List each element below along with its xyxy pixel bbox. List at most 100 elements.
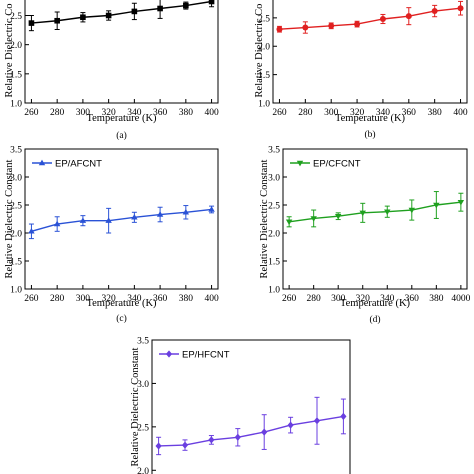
x-tick-label: 280 (307, 294, 322, 304)
legend-label: EP/AFCNT (55, 159, 102, 170)
y-axis-label: Relative Dielectric Constant (4, 159, 15, 278)
x-axis-label: Temperature (K) (335, 113, 406, 124)
x-tick-label: 380 (429, 294, 444, 304)
y-tick-label: 2.5 (268, 202, 280, 212)
y-tick-label: 1.5 (258, 71, 270, 81)
data-point (359, 210, 366, 217)
x-tick-label: 300 (324, 108, 339, 118)
x-tick-label: 4000 (451, 294, 470, 304)
x-tick-label: 360 (153, 294, 168, 304)
x-tick-label: 300 (76, 294, 91, 304)
data-point (379, 16, 386, 22)
data-point (340, 412, 347, 421)
x-tick-label: 360 (402, 108, 417, 118)
series-line (289, 201, 461, 223)
x-tick-label: 260 (272, 108, 287, 118)
x-axis-label: Temperature (K) (340, 298, 411, 309)
data-point (405, 13, 412, 20)
legend-marker (38, 159, 46, 166)
y-tick-label: 2.0 (10, 230, 22, 240)
data-point (105, 217, 112, 223)
plot-frame (24, 0, 219, 104)
y-tick-label: 2.5 (258, 14, 270, 24)
data-point (433, 202, 440, 209)
data-point (457, 199, 465, 206)
data-point (131, 213, 138, 220)
x-tick-label: 380 (179, 294, 194, 304)
data-point (310, 216, 317, 222)
chart-panel-2: 260 280 300 320 340 360 380 400 1.0 1.5 2.0 2.5 Temp… (254, 0, 468, 140)
data-point (302, 24, 309, 31)
data-point (457, 5, 464, 12)
data-point (156, 211, 164, 217)
data-point (313, 417, 321, 425)
x-tick-label: 340 (127, 294, 142, 304)
series-line (158, 415, 344, 447)
y-tick-label: 1.5 (268, 258, 280, 268)
x-tick-label: 340 (127, 108, 142, 118)
data-point (287, 421, 294, 429)
x-tick-label: 260 (282, 294, 297, 304)
data-point (183, 2, 189, 9)
plot-frame (151, 339, 351, 474)
plot-frame (282, 148, 468, 290)
x-tick-label: 280 (50, 294, 65, 304)
x-tick-label: 340 (376, 108, 391, 118)
data-point (431, 8, 438, 15)
y-tick-label: 1.0 (10, 286, 22, 296)
y-tick-label: 3.5 (137, 337, 149, 347)
plot-frame (272, 0, 468, 104)
y-tick-label: 1.5 (10, 70, 22, 80)
data-point (285, 219, 293, 226)
data-point (354, 21, 361, 28)
x-axis-label: Temperature (K) (86, 113, 157, 124)
y-tick-label: 1.0 (258, 100, 270, 110)
y-tick-label: 1.5 (10, 258, 22, 268)
data-point (28, 227, 35, 234)
data-point (234, 433, 241, 441)
legend-marker (296, 160, 304, 167)
data-point (28, 20, 35, 26)
data-point (105, 12, 112, 19)
data-point (54, 17, 60, 24)
y-tick-label: 3.0 (137, 380, 149, 390)
x-tick-label: 400 (204, 294, 219, 304)
y-tick-label: 2.0 (10, 41, 22, 51)
series-line (31, 0, 212, 24)
y-axis-label: Relative Dielectric Constant (259, 159, 270, 278)
data-point (80, 14, 86, 21)
series-line (279, 7, 461, 30)
y-tick-label: 2.5 (10, 202, 22, 212)
x-tick-label: 320 (102, 108, 117, 118)
data-point (157, 5, 163, 12)
data-point (181, 441, 189, 449)
x-tick-label: 360 (153, 108, 168, 118)
data-point (408, 207, 416, 214)
x-tick-label: 340 (380, 294, 395, 304)
data-point (261, 428, 268, 436)
y-tick-label: 1.0 (10, 100, 22, 110)
chart-panel-3: 260 280 300 320 340 360 380 400 1.0 1.5 2.0 2.5 3.0 3… (4, 146, 219, 325)
data-point (208, 0, 215, 5)
x-tick-label: 360 (405, 294, 420, 304)
data-point (328, 22, 335, 29)
y-tick-label: 2.5 (10, 12, 22, 22)
data-point (208, 206, 215, 212)
x-tick-label: 280 (298, 108, 313, 118)
panel-caption: (a) (116, 130, 127, 141)
x-tick-label: 260 (24, 108, 39, 118)
chart-panel-4: 260 280 300 320 340 360 380 4000 1.0 1.5 2.0 2.5 3.0… (259, 146, 471, 326)
y-axis-label: Relative Dielectric Co (4, 4, 15, 98)
legend-label: EP/HFCNT (182, 350, 230, 361)
y-tick-label: 2.0 (137, 467, 149, 474)
data-point (79, 217, 87, 223)
panel-caption: (b) (364, 129, 375, 140)
x-tick-label: 320 (350, 108, 365, 118)
y-tick-label: 3.5 (268, 146, 280, 156)
y-tick-label: 2.0 (268, 230, 280, 240)
y-axis-label: Relative Dielectric Co (254, 4, 265, 98)
data-point (384, 209, 391, 216)
panel-caption: (c) (116, 313, 127, 324)
